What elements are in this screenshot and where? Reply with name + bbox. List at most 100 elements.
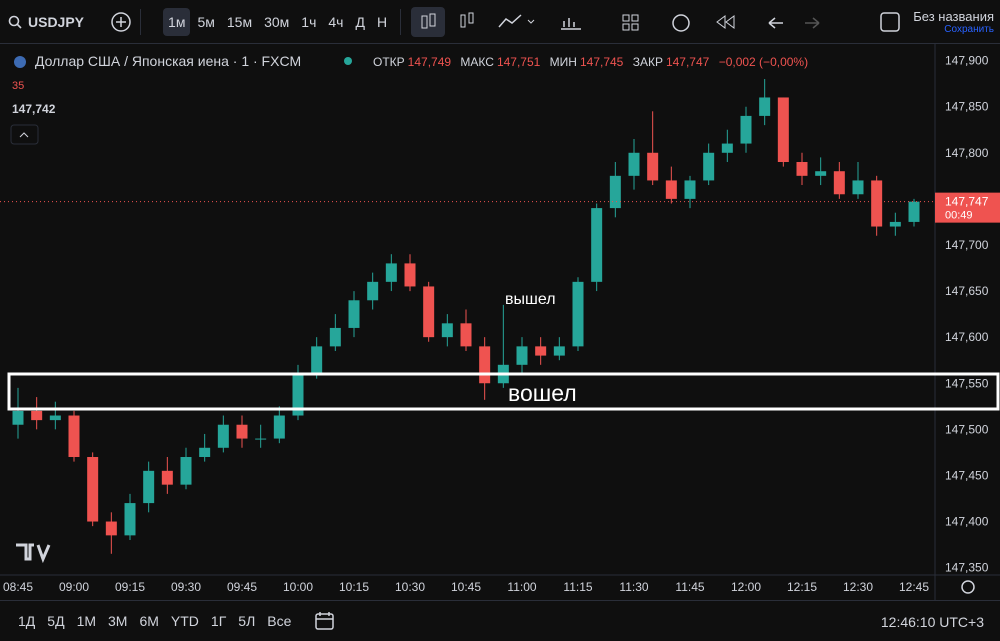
x-tick-label: 10:15	[339, 580, 369, 594]
interval-button[interactable]: 5м	[197, 13, 215, 30]
market-status	[344, 57, 352, 65]
candle-body	[777, 97, 789, 162]
chart: Доллар США / Японская иена · 1 · FXCM ОТ…	[0, 44, 1000, 600]
layout-name[interactable]: Без названия Сохранить	[913, 9, 994, 35]
candle-body	[217, 424, 229, 448]
high-label: МАКС	[460, 55, 494, 69]
candle-body	[385, 263, 397, 282]
range-button[interactable]: 1М	[76, 613, 97, 629]
x-tick-label: 11:30	[619, 580, 648, 594]
toolbar: USDJPY 1м 5м 15м 30м 1ч 4ч Д Н Без названия Сох…	[0, 0, 1000, 44]
candle-body	[124, 503, 136, 536]
candle-body	[591, 208, 603, 282]
symbol-search[interactable]: USDJPY	[8, 14, 84, 30]
x-tick-label: 09:30	[171, 580, 201, 594]
interval-button[interactable]: Н	[376, 13, 388, 30]
layout-icon[interactable]	[879, 11, 901, 33]
add-icon[interactable]	[110, 11, 132, 33]
candle-body	[609, 175, 621, 209]
candle-body	[423, 286, 435, 338]
candle-body	[441, 323, 453, 338]
candle-body	[852, 180, 864, 195]
last-price-box	[935, 192, 1000, 223]
range-button[interactable]: YTD	[170, 613, 199, 629]
range-button[interactable]: 3М	[108, 613, 128, 629]
candle-body	[908, 201, 920, 222]
x-tick-label: 11:45	[675, 580, 704, 594]
bottom-bar: 1Д 5Д 1М 3М 6М YTD 1Г 5Л Все 12:46:10 UTC+3	[0, 600, 1000, 641]
x-tick-label: 12:15	[787, 580, 817, 594]
y-tick-label: 147,450	[945, 468, 989, 482]
drawn-rectangle	[7, 372, 1000, 411]
candle-body	[703, 152, 715, 181]
candle-body	[871, 180, 883, 227]
open-value: 147,749	[408, 55, 452, 69]
intervals: 1м 5м 15м 30м 1ч 4ч Д Н	[163, 7, 392, 36]
separator	[140, 8, 142, 35]
annotation-entry: вошел	[508, 380, 577, 406]
collapse-icon	[19, 132, 29, 138]
settings-icon[interactable]	[961, 580, 975, 594]
candle-body	[236, 424, 248, 439]
candle-body	[87, 457, 99, 522]
ohlc-legend: ОТКР 147,749 МАКС 147,751 МИН 147,745 ЗАКР 1…	[373, 55, 808, 69]
interval-button[interactable]: 1ч	[301, 13, 317, 30]
candle-body	[479, 346, 491, 384]
layout-title: Без названия	[913, 9, 994, 24]
range-button[interactable]: 1Г	[210, 613, 227, 629]
save-label: Сохранить	[944, 24, 994, 35]
interval-button[interactable]: 4ч	[328, 13, 344, 30]
candle-body	[553, 346, 565, 356]
date-range-icon[interactable]	[313, 609, 337, 633]
interval-button[interactable]: 30м	[264, 13, 290, 30]
candle-body	[273, 415, 285, 439]
candle-body	[815, 171, 827, 176]
y-tick-label: 147,350	[945, 561, 989, 575]
interval-button[interactable]: Д	[355, 13, 365, 30]
x-tick-label: 10:45	[451, 580, 481, 594]
interval-button[interactable]: 15м	[226, 13, 253, 30]
high-value: 147,751	[497, 55, 541, 69]
interval-button[interactable]: 1м	[163, 7, 191, 36]
close-value: 147,747	[666, 55, 710, 69]
candle-body	[367, 281, 379, 301]
x-tick-label: 09:15	[115, 580, 145, 594]
y-tick-label: 147,550	[945, 376, 989, 390]
collapse-button[interactable]	[10, 124, 39, 145]
close-label: ЗАКР	[633, 55, 663, 69]
range-button[interactable]: 5Л	[238, 613, 256, 629]
last-price-label: 147,747	[945, 195, 989, 209]
x-tick-label: 11:00	[507, 580, 536, 594]
candle-body	[665, 180, 677, 199]
candle-body	[143, 470, 155, 504]
candle-body	[721, 143, 733, 153]
candle-body	[31, 410, 43, 421]
range-button[interactable]: 6М	[139, 613, 159, 629]
x-tick-label: 12:00	[731, 580, 761, 594]
candle-body	[255, 438, 267, 440]
x-tick-label: 08:45	[3, 580, 33, 594]
candle-body	[68, 415, 80, 457]
candle-body	[572, 281, 584, 347]
candle-body	[628, 152, 640, 176]
countdown: 00:49	[945, 210, 973, 222]
candle-body	[889, 221, 901, 227]
candle-body	[12, 410, 24, 425]
annotation-exit: вышел	[505, 291, 556, 308]
low-value: 147,745	[580, 55, 624, 69]
y-tick-label: 147,850	[945, 100, 989, 114]
x-tick-label: 09:45	[227, 580, 257, 594]
x-tick-label: 11:15	[563, 580, 592, 594]
candle-body	[460, 323, 472, 347]
tool-icons	[411, 6, 690, 37]
y-tick-label: 147,900	[945, 54, 989, 68]
y-tick-label: 147,400	[945, 515, 989, 529]
separator	[400, 8, 402, 35]
candle-body	[180, 457, 192, 485]
range-button[interactable]: Все	[267, 613, 292, 629]
candle-body	[759, 97, 771, 116]
range-button[interactable]: 5Д	[47, 613, 65, 629]
indicator-value: 147,742	[12, 102, 56, 116]
range-button[interactable]: 1Д	[18, 613, 36, 629]
